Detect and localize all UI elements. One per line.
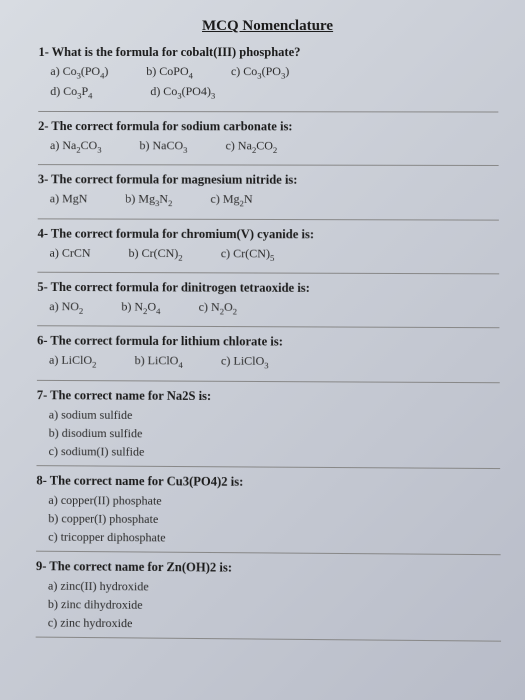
option: b) copper(I) phosphate <box>36 511 500 530</box>
question: 5- The correct formula for dinitrogen te… <box>37 280 499 322</box>
option: c) LiClO3 <box>221 354 269 371</box>
divider <box>36 465 500 469</box>
options-row: a) CrCN b) Cr(CN)2 c) Cr(CN)5 <box>37 245 499 267</box>
options-row: a) NO2 b) N2O4 c) N2O2 <box>37 299 499 322</box>
option: b) CoPO4 <box>146 64 193 80</box>
options-row: a) MgN b) Mg3N2 c) Mg2N <box>38 191 499 213</box>
question: 1- What is the formula for cobalt(III) p… <box>38 45 498 105</box>
option: a) copper(II) phosphate <box>36 492 500 510</box>
divider <box>37 326 499 329</box>
divider <box>37 272 499 275</box>
option: c) Mg2N <box>210 192 252 209</box>
options-row: d) Co3P4 d) Co3(PO4)3 <box>38 84 498 105</box>
questions-container: 1- What is the formula for cobalt(III) p… <box>36 45 501 641</box>
question-text: 4- The correct formula for chromium(V) c… <box>38 226 499 243</box>
divider <box>37 380 500 383</box>
option: a) LiClO2 <box>49 353 96 370</box>
option: a) zinc(II) hydroxide <box>36 578 501 597</box>
page-title: MCQ Nomenclature <box>39 18 498 35</box>
divider <box>36 550 501 555</box>
question-text: 8- The correct name for Cu3(PO4)2 is: <box>36 473 500 491</box>
question-text: 3- The correct formula for magnesium nit… <box>38 172 499 188</box>
option: c) tricopper diphosphate <box>36 529 500 548</box>
options-row: a) LiClO2 b) LiClO4 c) LiClO3 <box>37 353 500 376</box>
option: a) sodium sulfide <box>37 407 500 425</box>
option: c) sodium(I) sulfide <box>37 444 501 462</box>
option: c) Co3(PO3) <box>231 64 289 80</box>
option: d) Co3P4 <box>50 84 92 100</box>
option: c) Na2CO2 <box>226 138 278 155</box>
option: b) Mg3N2 <box>125 192 172 209</box>
option: b) N2O4 <box>121 299 160 316</box>
question: 3- The correct formula for magnesium nit… <box>38 172 499 213</box>
question: 8- The correct name for Cu3(PO4)2 is:a) … <box>36 473 500 548</box>
question: 6- The correct formula for lithium chlor… <box>37 334 500 376</box>
option: a) Na2CO3 <box>50 138 102 155</box>
divider <box>38 218 499 220</box>
question-text: 9- The correct name for Zn(OH)2 is: <box>36 559 501 578</box>
options-row: a) Co3(PO4) b) CoPO4 c) Co3(PO3) <box>38 64 498 85</box>
question-text: 2- The correct formula for sodium carbon… <box>38 119 498 135</box>
question-text: 7- The correct name for Na2S is: <box>37 388 500 406</box>
divider <box>38 164 499 166</box>
question: 9- The correct name for Zn(OH)2 is:a) zi… <box>36 559 501 635</box>
options-row: a) Na2CO3 b) NaCO3 c) Na2CO2 <box>38 138 499 159</box>
option: a) MgN <box>50 191 88 208</box>
option: c) N2O2 <box>199 300 238 317</box>
option: a) CrCN <box>49 245 90 262</box>
option: a) NO2 <box>49 299 83 316</box>
question: 4- The correct formula for chromium(V) c… <box>37 226 499 267</box>
question: 7- The correct name for Na2S is:a) sodiu… <box>37 388 501 462</box>
option: b) LiClO4 <box>135 353 183 370</box>
divider <box>38 111 498 113</box>
option: a) Co3(PO4) <box>50 64 108 80</box>
option: b) zinc dihydroxide <box>36 596 501 615</box>
option: c) Cr(CN)5 <box>221 246 275 263</box>
option: b) NaCO3 <box>139 138 187 155</box>
question-text: 1- What is the formula for cobalt(III) p… <box>38 45 498 60</box>
option: b) disodium sulfide <box>37 425 500 443</box>
question: 2- The correct formula for sodium carbon… <box>38 119 499 159</box>
divider <box>36 636 501 641</box>
option: b) Cr(CN)2 <box>129 245 183 262</box>
worksheet-page: MCQ Nomenclature 1- What is the formula … <box>0 0 525 667</box>
option: d) Co3(PO4)3 <box>150 84 215 100</box>
option: c) zinc hydroxide <box>36 615 501 634</box>
question-text: 5- The correct formula for dinitrogen te… <box>37 280 499 297</box>
question-text: 6- The correct formula for lithium chlor… <box>37 334 500 351</box>
